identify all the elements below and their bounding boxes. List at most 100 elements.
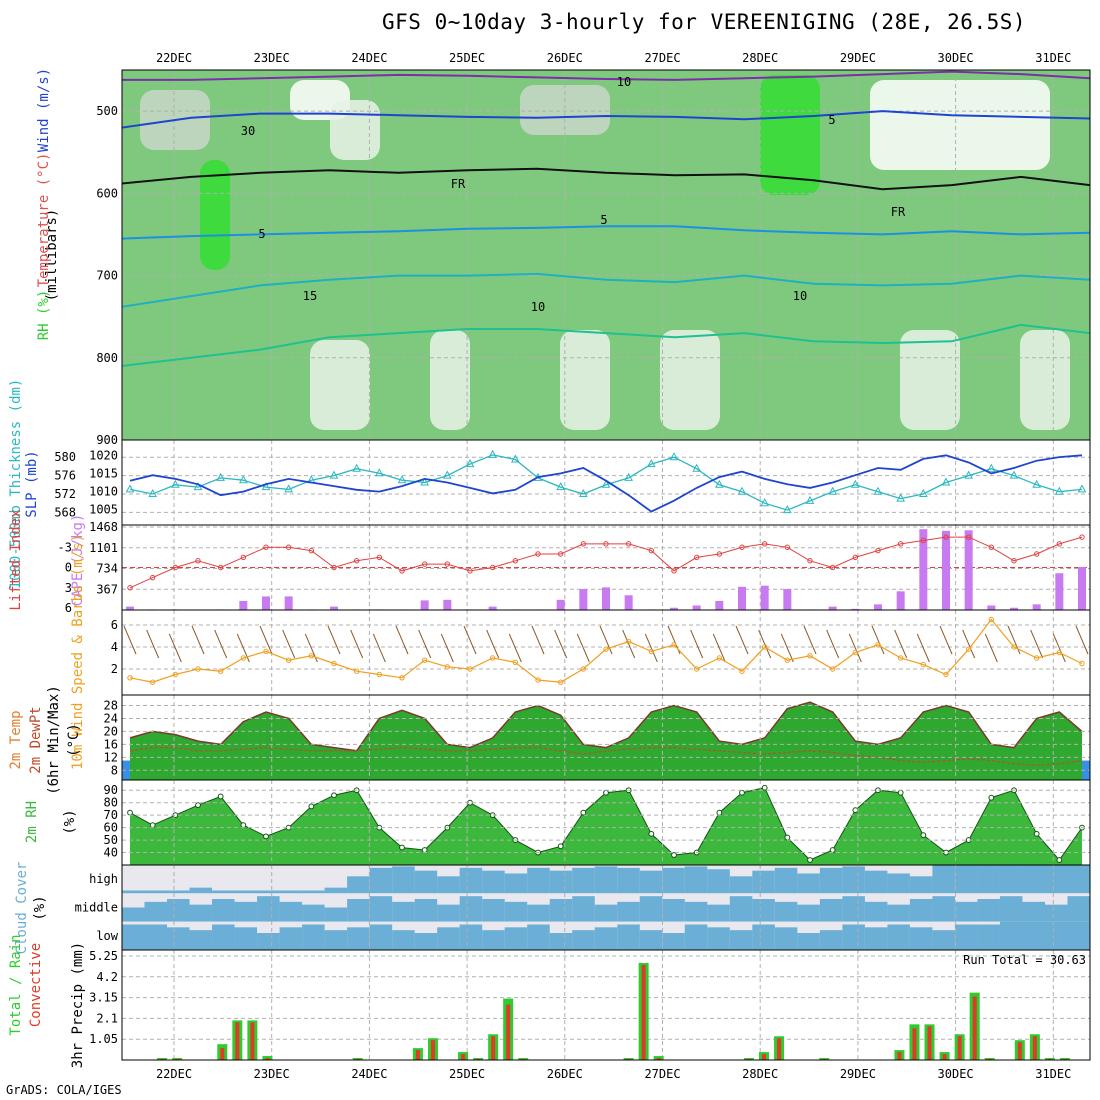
rh-point [127,809,133,816]
wind-speed-point [603,646,609,652]
wind-speed-line [129,618,1083,683]
rh-tick-label: 80 [104,796,118,810]
top-day-label: 31DEC [1035,51,1071,65]
wind-speed-point [240,655,247,661]
thickness-point [896,493,906,502]
dewpoint-line [129,746,1083,767]
rh-point [852,807,859,814]
rh-point [399,844,405,851]
cloud-cell-low [347,927,371,950]
precip-tick-label: 3.15 [89,991,118,1005]
cape-tick-label: 367 [96,582,118,596]
cloud-cell-high [392,866,416,894]
thickness-point [737,486,747,495]
wind-legend-label: Wind (m/s) [36,68,52,152]
precip-tick-label: 1.05 [89,1032,118,1046]
cloud-cell-low [1044,921,1068,950]
cloud-cell-low [954,924,978,950]
lifted-index-point [308,547,315,554]
grads-credit: GrADS: COLA/IGES [6,1083,122,1097]
thickness-point [397,475,407,484]
cloud-cell-high [369,867,393,894]
cloud-cell-high [504,873,528,894]
wind-barb [758,629,772,659]
thickness-point [284,484,294,493]
cloud-cell-high [774,867,798,894]
wind-speed-point [308,653,315,659]
lifted-index-point [943,534,949,540]
cloud-cell-low [122,924,146,950]
rh-patch [870,80,1050,170]
cape-bar [488,606,497,610]
wind-barb [712,633,726,663]
upper-air-tick-label: 900 [96,433,118,447]
cloud-cell-high [122,890,146,894]
wind-speed-point [285,657,292,663]
precip-tick-label: 4.2 [96,970,118,984]
cloud-cell-high [594,866,618,894]
wind-barb [327,625,341,655]
wind-speed-point [421,657,428,663]
wind-barb [395,625,409,655]
cloud-cell-high [819,867,843,894]
wind-barb [1030,629,1044,659]
rh-point [988,794,995,801]
thickness-point [125,484,135,493]
rh-point [263,833,269,840]
thickness-point [873,486,883,495]
temp-line [129,701,1083,752]
slp-tick-label: 1015 [89,466,118,480]
cloud-cell-bg [279,865,303,894]
cloud-cell-bg [122,865,146,894]
li-ylabel: Lifted Index [8,509,24,610]
cloud-cell-middle [122,907,146,922]
cloud-cell-high [437,876,461,894]
bottom-day-label: 30DEC [938,1067,974,1081]
thickness-point [805,495,815,504]
rh-patch [520,85,610,135]
temperature-legend-label: Temperature (°C) [36,153,52,288]
wind-tick-label: 6 [111,618,118,632]
temp-tick-label: 16 [104,737,118,751]
precip-tick-label: 2.1 [96,1011,118,1025]
wind-barb [826,629,840,659]
cloud-cell-middle [279,901,303,922]
cloud-cell-high [459,867,483,894]
wind-speed-point [716,655,723,661]
thickness-point [216,472,226,481]
contour-label: 10 [793,289,807,303]
wind-barb [486,629,500,659]
cloud-cell-low [999,921,1023,950]
wind-speed-point [943,671,949,678]
cape-bar [828,606,837,610]
wind-barb [780,633,794,663]
cloud-cell-high [257,890,281,894]
top-day-label: 23DEC [254,51,290,65]
rh-point [897,789,904,796]
lifted-index-point [467,568,473,574]
wind-speed-point [535,677,541,683]
precip-convective-bar [777,1038,782,1060]
cloud-cell-high [189,887,213,894]
lifted-index-line [129,536,1083,589]
contour-label: FR [891,205,906,219]
rh-patch [430,330,470,430]
cape-bar [262,596,270,610]
cape-bar [738,586,746,610]
cloud-cell-low [414,933,438,950]
rh-tick-label: 90 [104,783,118,797]
cloud-cell-middle [797,904,821,922]
top-day-label: 29DEC [840,51,876,65]
cape-bar [896,591,905,610]
run-total-annotation: Run Total = 30.63 [963,953,1086,967]
top-day-label: 27DEC [644,51,680,65]
cloud-cell-high [1044,865,1068,894]
cloud-cell-high [572,867,596,894]
bottom-day-label: 24DEC [351,1067,387,1081]
lifted-index-point [1011,558,1017,564]
wind-barb [440,633,454,663]
thickness-point [782,505,792,514]
cloud-cell-high [144,890,168,894]
rh-point [1056,857,1063,863]
